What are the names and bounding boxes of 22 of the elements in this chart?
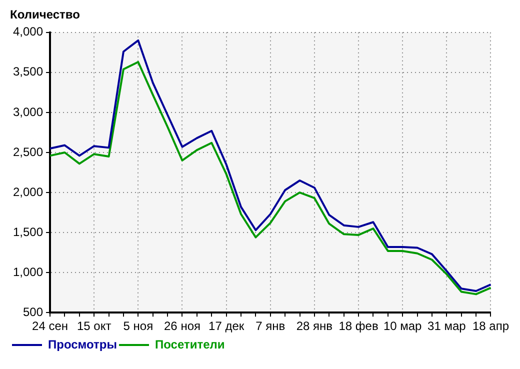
x-tick-label: 31 мар	[428, 319, 466, 334]
x-tick-label: 10 мар	[383, 319, 422, 334]
y-tick-label: 3,500	[13, 64, 44, 79]
x-tick-label: 7 янв	[256, 319, 286, 334]
y-tick-label: 2,000	[13, 184, 44, 199]
y-tick-label: 3,000	[13, 104, 44, 119]
y-axis-title: Количество	[10, 8, 80, 22]
y-tick-label: 500	[23, 304, 44, 319]
y-tick-label: 1,500	[13, 224, 44, 239]
x-tick-label: 18 фев	[338, 319, 378, 334]
y-tick-label: 1,000	[13, 264, 44, 279]
x-tick-label: 5 ноя	[123, 319, 154, 334]
y-tick-label: 2,500	[13, 144, 44, 159]
y-tick-label: 4,000	[13, 24, 44, 39]
x-tick-label: 18 апр	[472, 319, 510, 334]
legend-label: Просмотры	[48, 337, 118, 352]
x-tick-label: 28 янв	[296, 319, 333, 334]
x-tick-label: 17 дек	[208, 319, 245, 334]
x-tick-label: 24 сен	[32, 319, 68, 334]
x-tick-label: 26 ноя	[164, 319, 200, 334]
legend-label: Посетители	[155, 337, 225, 352]
x-tick-label: 15 окт	[76, 319, 112, 334]
